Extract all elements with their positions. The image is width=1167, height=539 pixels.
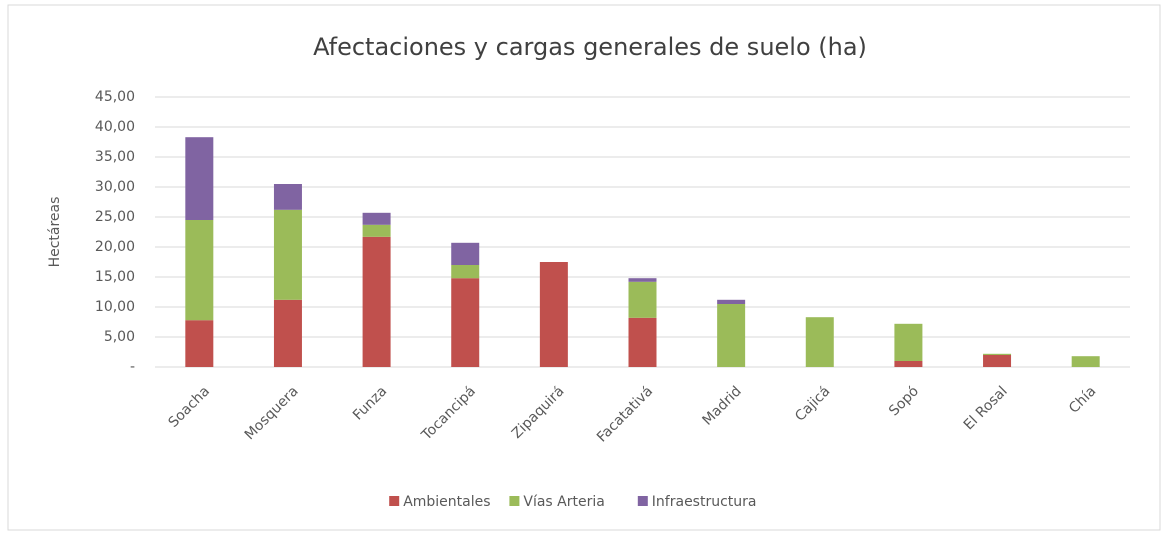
y-tick-label: - bbox=[130, 359, 135, 375]
y-tick-label: 40,00 bbox=[95, 119, 135, 135]
y-tick-label: 35,00 bbox=[95, 149, 135, 165]
bar-segment bbox=[362, 212, 391, 225]
bar-segment bbox=[451, 242, 480, 265]
bar-segment bbox=[273, 209, 302, 300]
bar-segment bbox=[983, 355, 1012, 367]
legend-label: Ambientales bbox=[403, 494, 490, 510]
bar-segment bbox=[451, 265, 480, 279]
legend-label: Infraestructura bbox=[652, 494, 757, 510]
bar-segment bbox=[983, 353, 1012, 355]
bar-segment bbox=[717, 299, 746, 304]
bar-segment bbox=[539, 262, 568, 367]
y-tick-label: 45,00 bbox=[95, 89, 135, 105]
legend-swatch bbox=[509, 496, 520, 506]
bar-segment bbox=[717, 304, 746, 367]
bar-segment bbox=[185, 137, 214, 220]
legend-swatch bbox=[389, 496, 400, 506]
bar-segment bbox=[362, 236, 391, 367]
bar-segment bbox=[185, 220, 214, 321]
y-tick-label: 20,00 bbox=[95, 239, 135, 255]
y-tick-label: 10,00 bbox=[95, 299, 135, 315]
bar-segment bbox=[628, 281, 657, 318]
bar-segment bbox=[185, 320, 214, 367]
chart-title: Afectaciones y cargas generales de suelo… bbox=[313, 33, 867, 61]
y-tick-label: 25,00 bbox=[95, 209, 135, 225]
bar-segment bbox=[894, 361, 923, 367]
y-tick-label: 15,00 bbox=[95, 269, 135, 285]
bar-segment bbox=[273, 299, 302, 367]
legend-swatch bbox=[637, 496, 648, 506]
bar-segment bbox=[362, 224, 391, 237]
y-axis-label: Hectáreas bbox=[47, 197, 63, 268]
bar-segment bbox=[894, 323, 923, 361]
bar-segment bbox=[805, 317, 834, 367]
bar-segment bbox=[628, 317, 657, 367]
bar-segment bbox=[1071, 356, 1100, 367]
bar-segment bbox=[273, 184, 302, 210]
bar-segment bbox=[628, 278, 657, 282]
chart-frame bbox=[7, 4, 1161, 531]
y-tick-label: 5,00 bbox=[104, 329, 135, 345]
y-tick-label: 30,00 bbox=[95, 179, 135, 195]
bar-segment bbox=[451, 278, 480, 367]
legend-label: Vías Arteria bbox=[523, 494, 604, 510]
